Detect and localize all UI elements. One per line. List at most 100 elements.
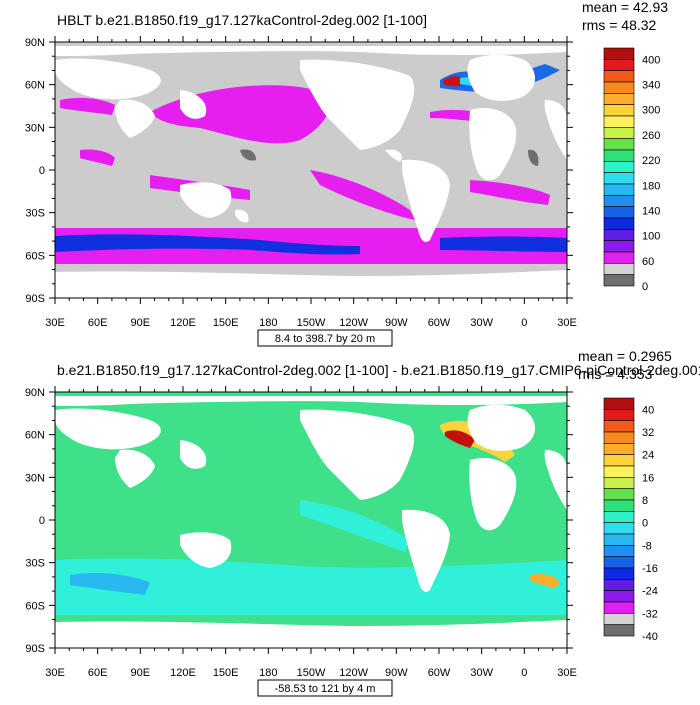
lon-tick-label: 150E xyxy=(213,317,239,329)
lat-tick-label: 60S xyxy=(25,250,45,262)
colorbar-swatch xyxy=(603,240,635,253)
southern-ocean-deep-east xyxy=(440,236,567,252)
colorbar-swatch xyxy=(603,161,635,173)
colorbar-swatch xyxy=(603,601,635,614)
colorbar-swatch xyxy=(603,59,635,71)
colorbar-swatch xyxy=(603,183,635,196)
lon-tick-label: 180 xyxy=(259,317,277,329)
lon-tick-label: 90E xyxy=(131,667,151,679)
colorbar: 400 340 300 260 220 180 140 100 60 0 xyxy=(603,47,660,293)
cold-patch-west xyxy=(70,572,150,595)
colorbar-swatch xyxy=(603,556,635,569)
south-atlantic-band xyxy=(470,180,550,205)
dark-patch-east xyxy=(528,149,539,166)
lat-tick-label: 60N xyxy=(25,80,45,92)
colorbar-swatch xyxy=(603,127,635,139)
rms-label: rms = 48.32 xyxy=(582,17,657,33)
lon-tick-label: 120W xyxy=(339,667,368,679)
rms-label: rms = 4.353 xyxy=(578,366,653,382)
colorbar-swatch xyxy=(603,81,635,94)
range-label: -58.53 to 121 by 4 m xyxy=(275,683,376,695)
south-pacific-band xyxy=(310,170,415,220)
southern-ocean-deep-west xyxy=(55,234,360,255)
colorbar-swatch xyxy=(603,499,635,512)
lon-tick-label: 30E xyxy=(45,317,65,329)
colorbar-swatch xyxy=(603,567,635,580)
map-field xyxy=(55,392,567,648)
colorbar-label: 180 xyxy=(642,180,660,192)
colorbar-label: -32 xyxy=(642,608,658,620)
colorbar-label: 8 xyxy=(642,495,648,507)
lon-tick-label: 30W xyxy=(470,667,493,679)
colorbar-swatch xyxy=(603,104,635,117)
pacific-cool-patch xyxy=(300,500,410,552)
lon-tick-label: 30E xyxy=(557,667,577,679)
colorbar: 40 32 24 16 8 0 -8 -16 -24 -32 -40 xyxy=(603,397,658,643)
colorbar-swatch xyxy=(603,522,635,535)
southern-cool-band xyxy=(55,558,567,615)
latitude-axis: 90N 60N 30N 0 30S 60S 90S xyxy=(25,37,573,305)
colorbar-label: -24 xyxy=(642,586,658,598)
colorbar-label: -16 xyxy=(642,563,658,575)
lon-tick-label: 180 xyxy=(259,667,277,679)
colorbar-label: 0 xyxy=(642,518,648,530)
colorbar-label: 100 xyxy=(642,231,660,243)
lon-tick-label: 60W xyxy=(428,667,451,679)
mean-label: mean = 0.2965 xyxy=(578,348,672,364)
dark-patch-maritime xyxy=(240,149,256,161)
lon-tick-label: 120E xyxy=(170,667,196,679)
lon-tick-label: 30E xyxy=(557,317,577,329)
colorbar-label: 260 xyxy=(642,130,660,142)
lat-tick-label: 90N xyxy=(25,387,45,399)
colorbar-swatch xyxy=(603,274,635,287)
lon-tick-label: 0 xyxy=(521,667,527,679)
latitude-axis: 90N 60N 30N 0 30S 60S 90S xyxy=(25,387,573,655)
north-atlantic-hot xyxy=(445,430,475,448)
colorbar-swatch xyxy=(603,545,635,557)
labrador-hot xyxy=(443,76,462,87)
colorbar-swatch xyxy=(603,251,635,264)
colorbar-swatch xyxy=(603,409,635,421)
colorbar-swatch xyxy=(603,579,635,591)
colorbar-label: 220 xyxy=(642,155,660,167)
arabian-band xyxy=(60,97,115,115)
colorbar-swatch xyxy=(603,431,635,444)
colorbar-swatch xyxy=(603,488,635,501)
colorbar-label: -8 xyxy=(642,540,652,552)
lon-tick-label: 120E xyxy=(170,317,196,329)
west-indian-band xyxy=(80,149,115,166)
land xyxy=(55,46,567,298)
colorbar-swatch xyxy=(603,397,635,410)
lat-tick-label: 30N xyxy=(25,472,45,484)
lon-tick-label: 150E xyxy=(213,667,239,679)
colorbar-swatch xyxy=(603,477,635,489)
panel-title: HBLT b.e21.B1850.f19_g17.127kaControl-2d… xyxy=(57,12,427,28)
lon-tick-label: 60E xyxy=(88,317,108,329)
range-box xyxy=(257,329,393,347)
lon-tick-label: 30W xyxy=(470,317,493,329)
lon-tick-label: 150W xyxy=(297,667,326,679)
colorbar-label: 32 xyxy=(642,427,654,439)
colorbar-label: 400 xyxy=(642,54,660,66)
colorbar-swatch xyxy=(603,149,635,162)
colorbar-label: 300 xyxy=(642,105,660,117)
colorbar-swatch xyxy=(603,420,635,433)
colorbar-swatch xyxy=(603,590,635,603)
mean-label: mean = 42.93 xyxy=(582,0,668,15)
lat-tick-label: 0 xyxy=(39,165,45,177)
colorbar-label: 24 xyxy=(642,450,654,462)
land xyxy=(55,396,567,648)
panel-hblt: HBLT b.e21.B1850.f19_g17.127kaControl-2d… xyxy=(25,0,668,347)
colorbar-swatch xyxy=(603,93,635,105)
lon-tick-label: 90W xyxy=(385,667,408,679)
lat-tick-label: 60N xyxy=(25,430,45,442)
colorbar-label: 40 xyxy=(642,404,654,416)
colorbar-swatch xyxy=(603,533,635,546)
lon-tick-label: 60W xyxy=(428,317,451,329)
lon-tick-label: 90E xyxy=(131,317,151,329)
lat-tick-label: 30N xyxy=(25,122,45,134)
colorbar-swatch xyxy=(603,454,635,467)
panel-difference: b.e21.B1850.f19_g17.127kaControl-2deg.00… xyxy=(25,348,700,697)
colorbar-swatch xyxy=(603,217,635,230)
